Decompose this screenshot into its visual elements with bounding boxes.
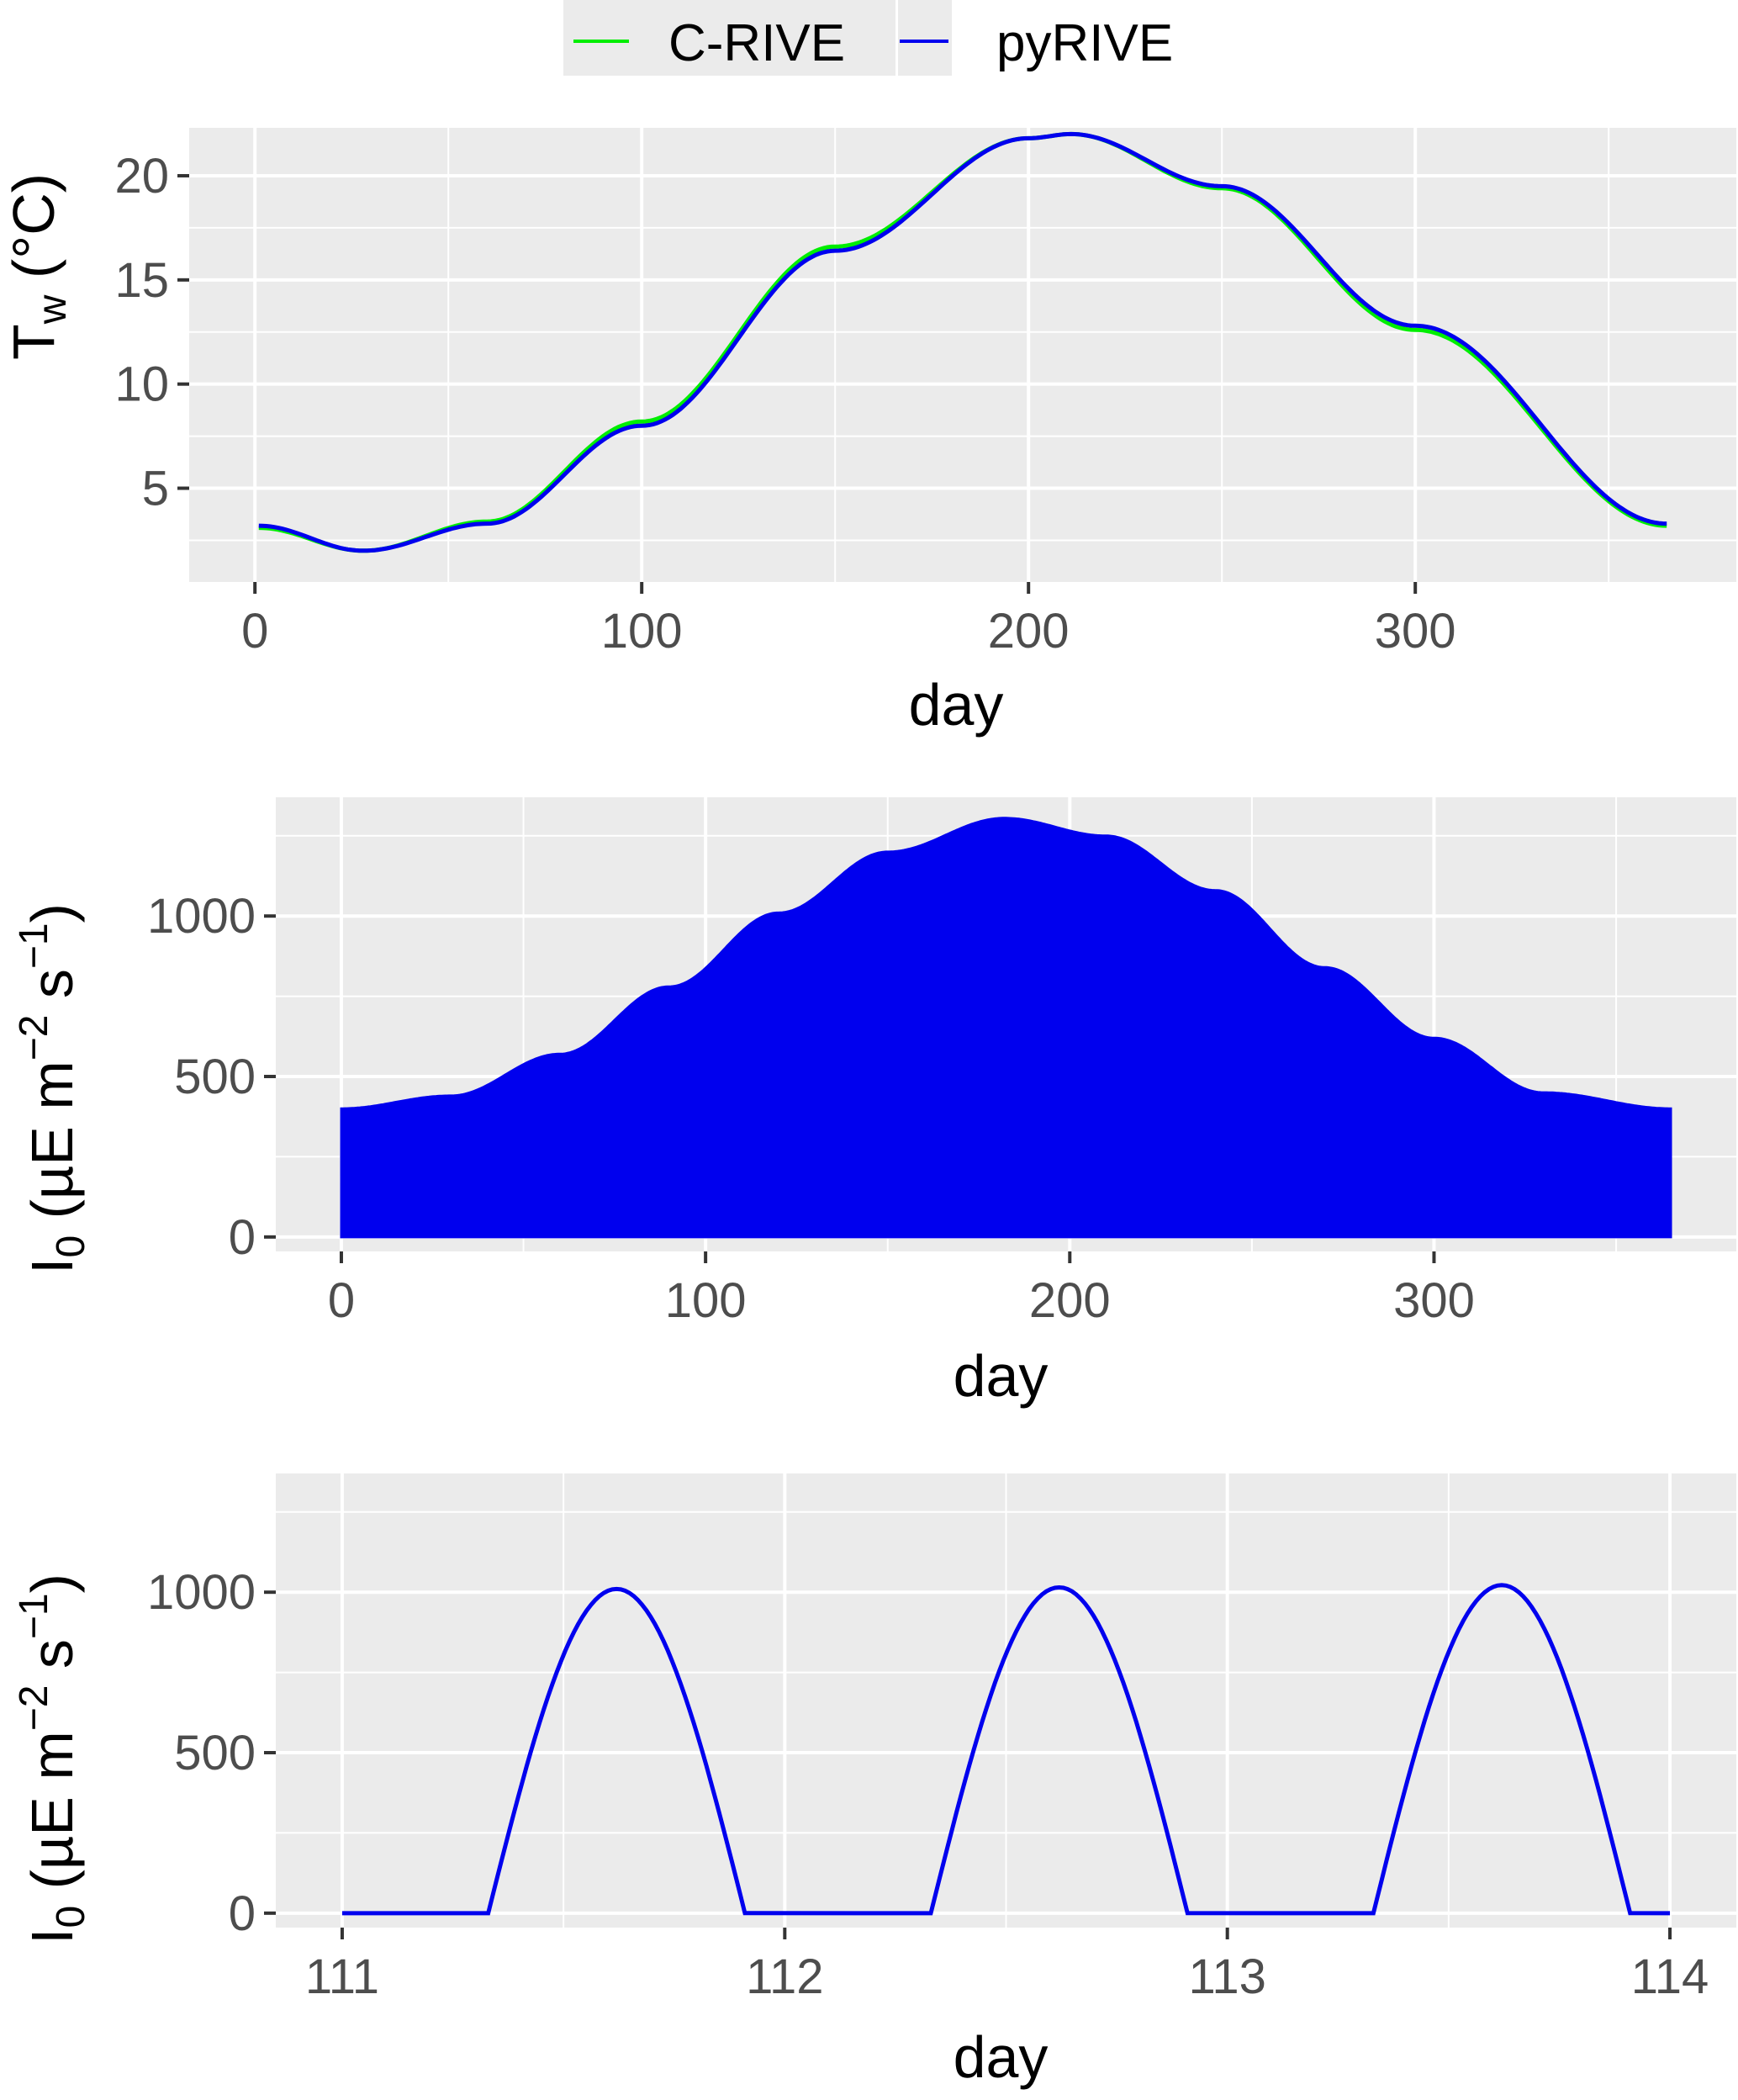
y-tick-label: 500: [174, 1726, 256, 1780]
y-tick-label: 500: [174, 1050, 256, 1104]
x-tick-label: 100: [601, 604, 683, 659]
y-tick-label: 0: [229, 1886, 256, 1941]
y-axis-title-irradiance-year: I0 (µE m−2 s−1): [12, 903, 93, 1274]
x-tick-label: 112: [746, 1949, 823, 2004]
x-tick-label: 100: [665, 1273, 747, 1328]
legend: C-RIVE pyRIVE: [563, 0, 1173, 76]
y-axis-title-temperature: Tw (°C): [1, 173, 75, 360]
plot-background: [189, 128, 1736, 582]
x-tick-label: 111: [305, 1949, 379, 2004]
legend-label-pyrive: pyRIVE: [996, 14, 1173, 72]
legend-label-c-rive: C-RIVE: [668, 14, 845, 72]
x-axis-title-temperature: day: [909, 672, 1004, 738]
legend-key-bg-pyrive: [898, 0, 952, 76]
series-line-pyrive: [258, 131, 1667, 553]
y-tick-label: 10: [114, 357, 169, 412]
x-tick-label: 113: [1188, 1949, 1265, 2004]
y-tick-label: 20: [114, 149, 169, 204]
y-tick-label: 5: [142, 462, 169, 516]
x-axis-title-irradiance-year: day: [954, 1343, 1049, 1409]
y-axis-title-irradiance-zoom: I0 (µE m−2 s−1): [12, 1574, 93, 1944]
x-tick-label: 114: [1631, 1949, 1709, 2004]
x-tick-label: 0: [241, 604, 268, 659]
y-tick-label: 0: [229, 1210, 256, 1265]
x-tick-label: 200: [1029, 1273, 1111, 1328]
series-line-pyrive: [341, 1583, 1671, 1916]
y-tick-label: 1000: [147, 1565, 256, 1620]
x-tick-label: 0: [328, 1273, 355, 1328]
y-tick-label: 1000: [147, 889, 256, 944]
x-tick-label: 200: [988, 604, 1070, 659]
series-area-pyrive: [340, 817, 1672, 1239]
panel-irradiance-year: 0 500 1000 0 100 200 300: [147, 797, 1736, 1328]
x-axis-title-irradiance-zoom: day: [954, 2024, 1049, 2090]
panel-irradiance-zoom: 0 500 1000 111 112 113 114: [147, 1473, 1736, 2004]
y-tick-label: 15: [114, 253, 169, 308]
x-tick-label: 300: [1393, 1273, 1475, 1328]
legend-key-bg-c-rive: [563, 0, 895, 76]
x-tick-label: 300: [1375, 604, 1456, 659]
